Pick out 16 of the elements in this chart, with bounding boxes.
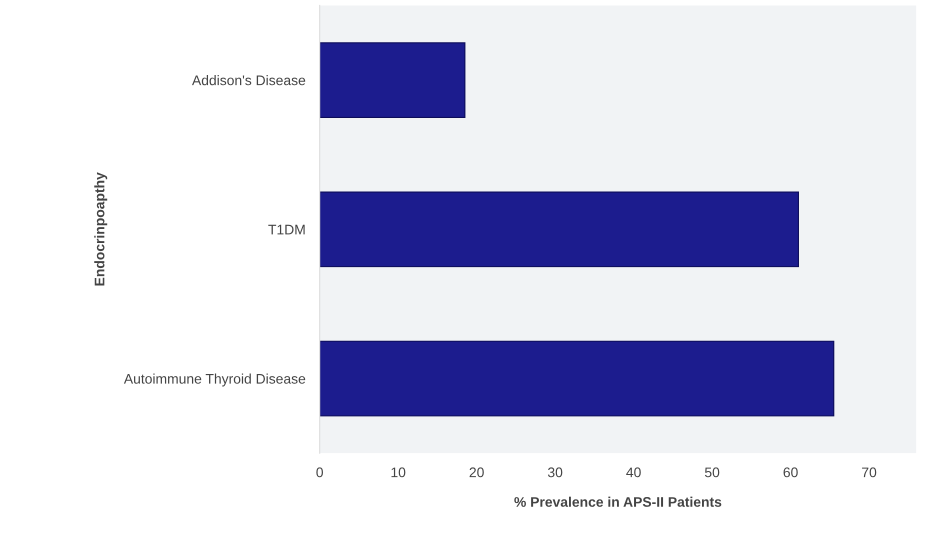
x-tick-label: 40 [626,467,641,478]
y-tick-label: Autoimmune Thyroid Disease [124,374,306,386]
x-tick-label: 20 [470,467,484,478]
x-tick-label: 10 [391,467,406,478]
y-axis-title: Endocrinpoapthy [94,172,108,286]
y-tick-label: T1DM [268,224,305,234]
x-tick-label: 0 [316,467,323,478]
bar [320,42,466,118]
x-tick-label: 60 [784,467,798,478]
x-tick-label: 70 [862,467,876,478]
x-tick-label: 30 [548,467,562,478]
bar [320,191,799,268]
x-axis-title: % Prevalence in APS-II Patients [514,496,722,507]
x-tick-label: 50 [704,467,720,478]
y-tick-label: Addison's Disease [192,75,306,86]
bar [320,340,834,416]
